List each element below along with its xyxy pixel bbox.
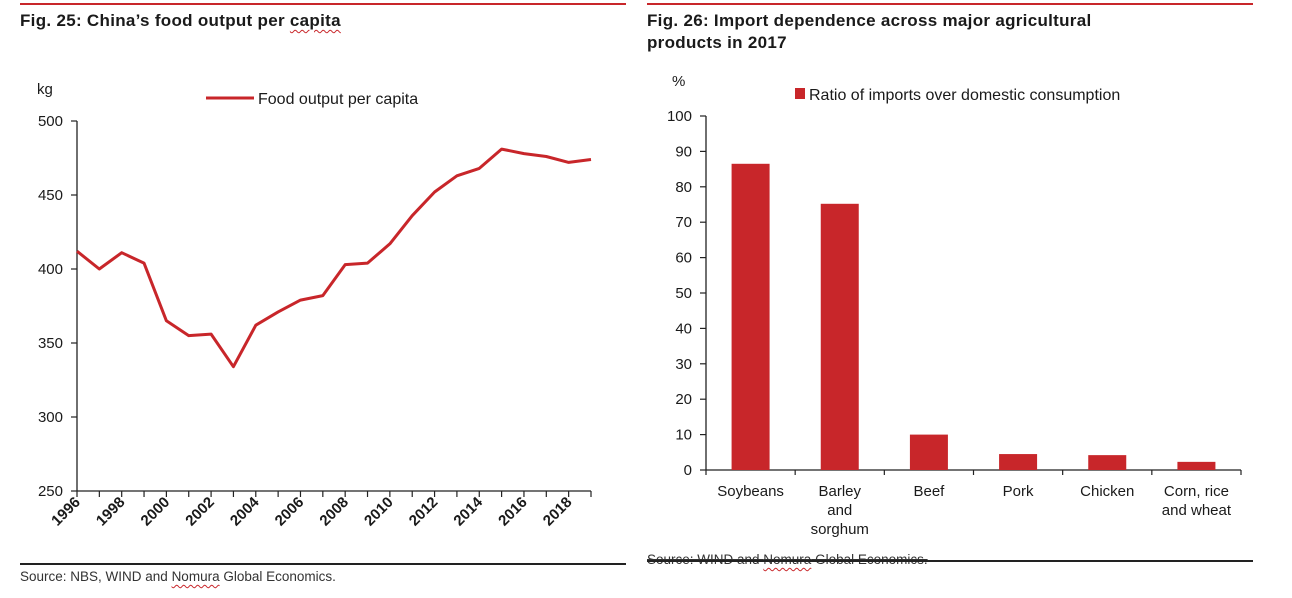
x-tick-label: 2018	[540, 494, 576, 530]
y-tick-label: 80	[675, 179, 692, 196]
y-tick-label: 500	[38, 113, 63, 130]
category-label: Barley and sorghum	[811, 483, 869, 538]
source-note: Source: WIND and Nomura Global Economics…	[647, 552, 928, 567]
y-axis-unit-label: kg	[37, 81, 53, 98]
legend-swatch	[795, 88, 805, 99]
category-label: Soybeans	[717, 483, 784, 500]
bar-1	[820, 203, 859, 471]
y-tick-label: 70	[675, 214, 692, 231]
chart-title: Fig. 26: Import dependence across major …	[647, 11, 1092, 52]
bar-4	[1088, 455, 1127, 470]
y-tick-label: 0	[684, 462, 692, 479]
category-label: Beef	[913, 483, 945, 500]
legend-label: Food output per capita	[258, 91, 418, 108]
x-tick-label: 2006	[272, 494, 308, 530]
x-tick-label: 2012	[406, 494, 442, 530]
y-tick-label: 400	[38, 261, 63, 278]
y-tick-label: 10	[675, 427, 692, 444]
y-tick-label: 250	[38, 483, 63, 500]
y-tick-label: 350	[38, 335, 63, 352]
category-label: Pork	[1003, 483, 1034, 500]
category-label: Chicken	[1080, 483, 1134, 500]
x-tick-label: 2010	[361, 494, 397, 530]
y-tick-label: 20	[675, 391, 692, 408]
y-tick-label: 100	[667, 108, 692, 125]
x-tick-label: 2004	[227, 493, 263, 529]
y-tick-label: 300	[38, 409, 63, 426]
y-tick-label: 60	[675, 250, 692, 267]
x-tick-label: 2016	[495, 494, 531, 530]
y-tick-label: 30	[675, 356, 692, 373]
y-tick-label: 40	[675, 320, 692, 337]
category-label: Corn, rice and wheat	[1162, 483, 1232, 519]
chart-panel-import-dependence: Fig. 26: Import dependence across major …	[647, 0, 1253, 598]
x-tick-label: 2014	[450, 493, 486, 529]
chart-panel-food-output: Fig. 25: China’s food output per capita …	[20, 0, 626, 598]
bar-chart: % 0 10 20 30 40 50 60 70 80 90 100 Soybeans Barley and…	[667, 73, 1242, 538]
y-axis-unit-label: %	[672, 73, 685, 90]
top-rule	[20, 3, 626, 5]
y-tick-label: 90	[675, 143, 692, 160]
bar-0	[731, 163, 770, 471]
x-tick-label: 2008	[316, 494, 352, 530]
bar-5	[1177, 461, 1216, 470]
bottom-rule	[647, 560, 1253, 562]
y-tick-label: 50	[675, 285, 692, 302]
x-tick-label: 1998	[93, 494, 129, 530]
chart-title: Fig. 25: China’s food output per capita	[20, 11, 341, 30]
legend-label: Ratio of imports over domestic consumpti…	[809, 87, 1120, 104]
bar-2	[909, 434, 948, 470]
bar-3	[999, 454, 1038, 470]
bottom-rule	[20, 563, 626, 565]
series-line-food-output	[76, 147, 592, 369]
top-rule	[647, 3, 1253, 5]
x-tick-label: 2000	[138, 494, 174, 530]
x-tick-label: 2002	[182, 494, 218, 530]
source-note: Source: NBS, WIND and Nomura Global Econ…	[20, 569, 336, 584]
y-tick-label: 450	[38, 187, 63, 204]
